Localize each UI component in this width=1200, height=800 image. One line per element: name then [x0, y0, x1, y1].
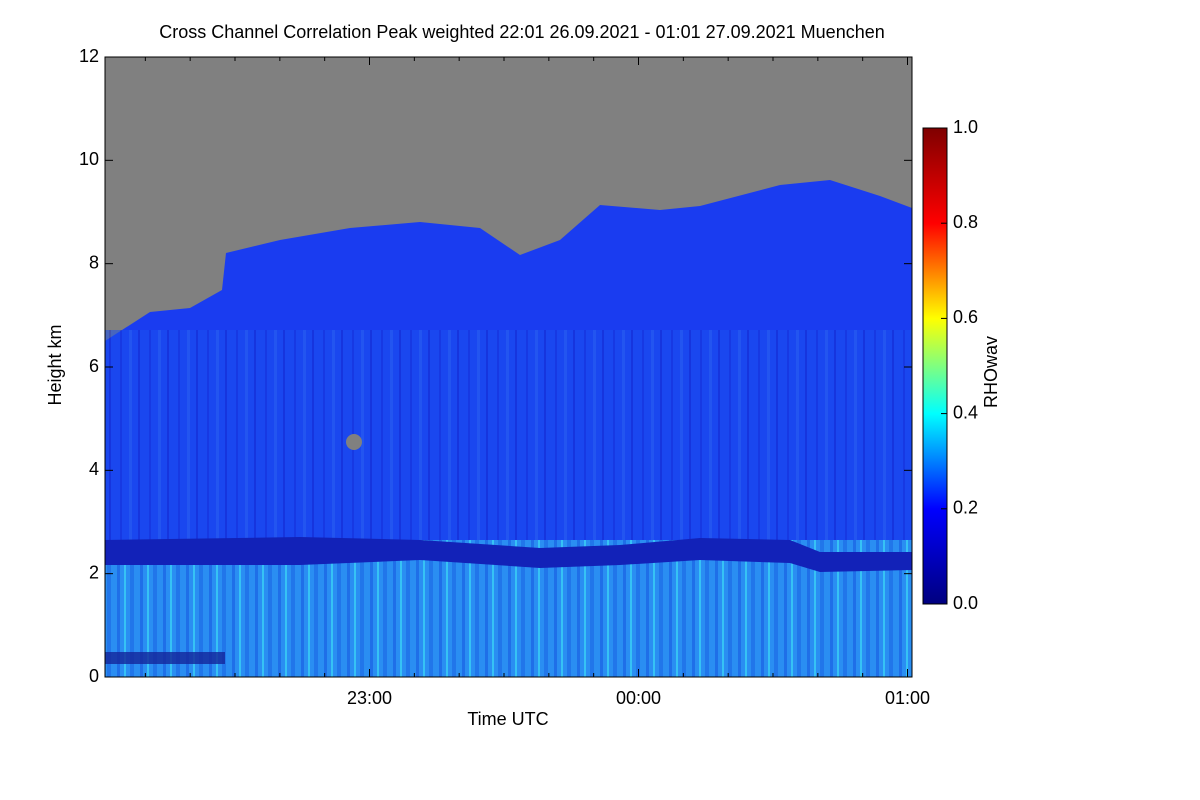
chart-title: Cross Channel Correlation Peak weighted … [159, 22, 885, 42]
y-tick-label: 6 [89, 356, 99, 376]
y-tick-label: 0 [89, 666, 99, 686]
y-tick-label: 10 [79, 149, 99, 169]
y-axis-label: Height km [45, 324, 65, 405]
heatmap-image [105, 57, 912, 677]
y-tick-label: 8 [89, 252, 99, 272]
y-tick-label: 4 [89, 459, 99, 479]
colorbar-tick-label: 0.6 [953, 307, 978, 327]
colorbar-tick-label: 0.2 [953, 498, 978, 518]
x-tick-label: 23:00 [347, 688, 392, 708]
colorbar-tick-label: 0.8 [953, 212, 978, 232]
colorbar-label: RHOwav [981, 336, 1001, 408]
x-tick-label: 00:00 [616, 688, 661, 708]
x-axis-label: Time UTC [467, 709, 548, 729]
colorbar-tick-label: 0.4 [953, 402, 978, 422]
y-tick-label: 12 [79, 46, 99, 66]
y-tick-label: 2 [89, 562, 99, 582]
colorbar [922, 127, 948, 605]
colorbar-tick-label: 1.0 [953, 117, 978, 137]
colorbar-tick-label: 0.0 [953, 593, 978, 613]
x-tick-label: 01:00 [885, 688, 930, 708]
